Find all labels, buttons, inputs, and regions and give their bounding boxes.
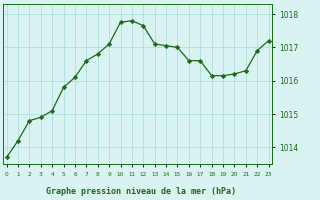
Text: Graphe pression niveau de la mer (hPa): Graphe pression niveau de la mer (hPa): [46, 187, 236, 196]
